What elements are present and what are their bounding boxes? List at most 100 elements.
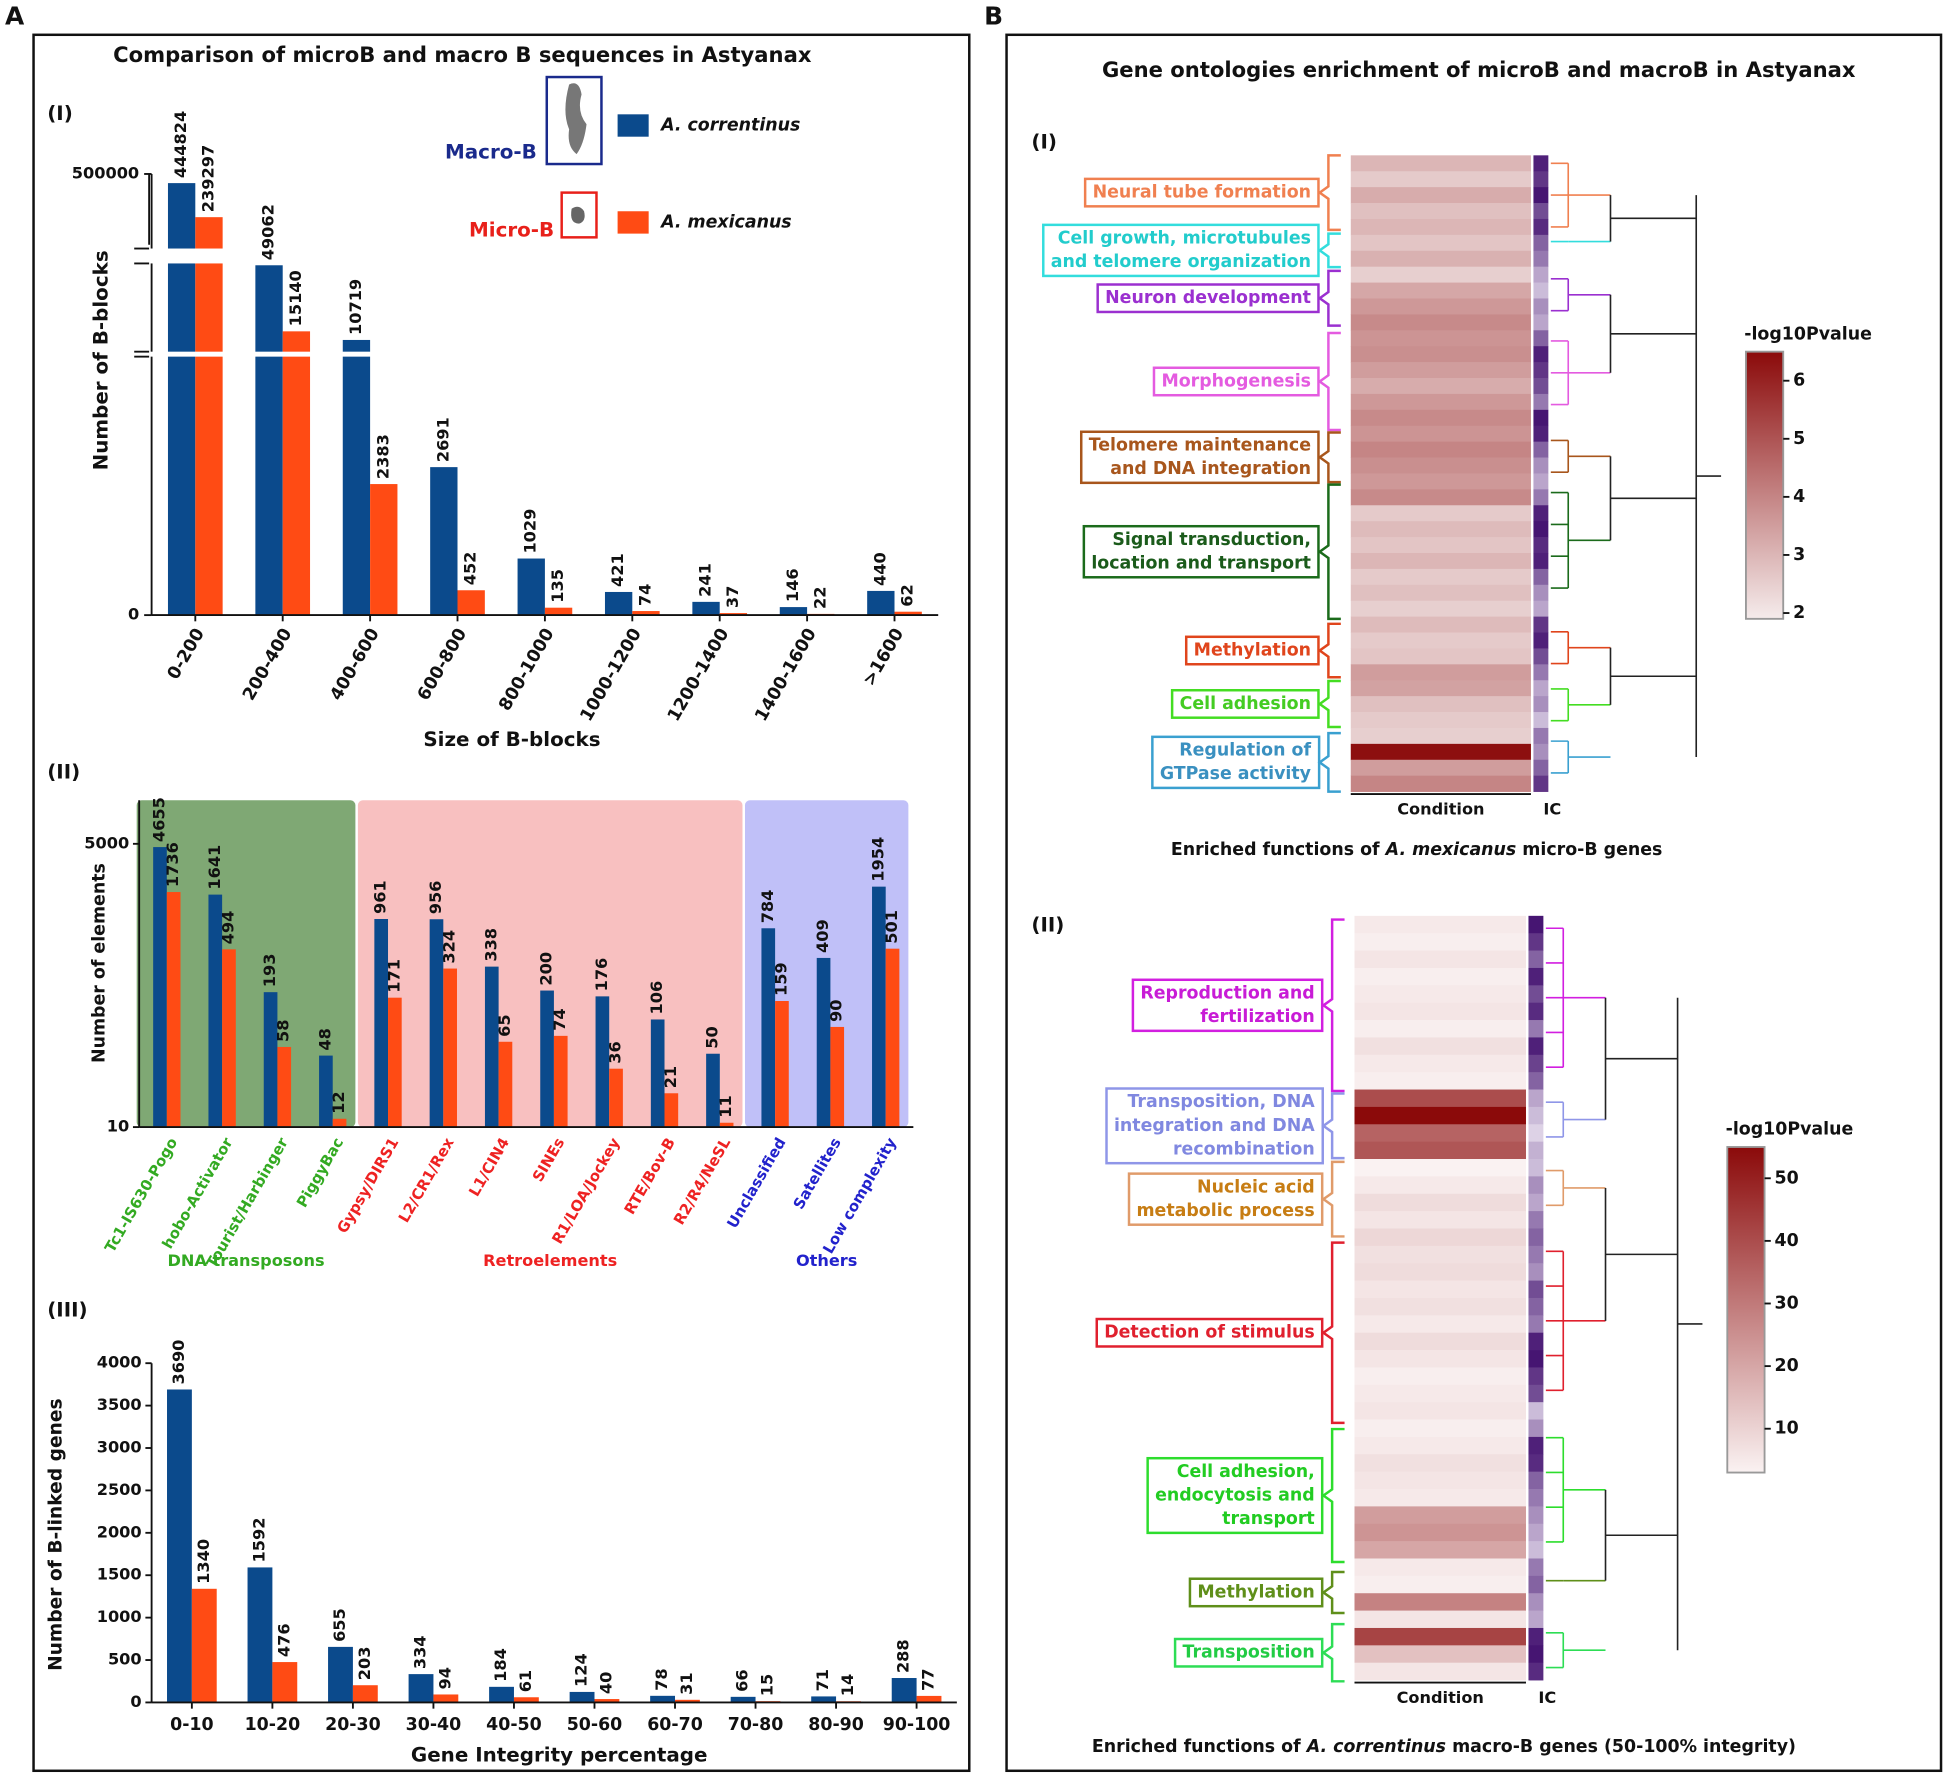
ic-cell bbox=[1528, 1315, 1544, 1334]
value-label: 956 bbox=[426, 881, 445, 915]
heatmap-cell bbox=[1354, 1610, 1526, 1629]
heatmap-cell bbox=[1354, 1245, 1526, 1264]
bar bbox=[650, 1695, 676, 1703]
y-axis-label: Number of elements bbox=[89, 863, 109, 1063]
ic-cell bbox=[1533, 203, 1549, 220]
x-tick-label: 0-10 bbox=[170, 1715, 213, 1735]
bar bbox=[553, 1035, 568, 1128]
heatmap-cell bbox=[1350, 680, 1531, 697]
ic-cell bbox=[1533, 568, 1549, 586]
cluster-box bbox=[1184, 635, 1320, 666]
heatmap-cell bbox=[1354, 985, 1526, 1004]
ic-cell bbox=[1533, 330, 1549, 347]
heatmap-cell bbox=[1350, 473, 1531, 490]
bar bbox=[540, 990, 554, 1128]
value-label: 135 bbox=[548, 569, 567, 603]
ic-cell bbox=[1528, 1020, 1544, 1038]
value-label: 58 bbox=[274, 1020, 293, 1042]
heatmap-cell bbox=[1350, 250, 1531, 268]
chromosome-image bbox=[571, 206, 585, 224]
bar bbox=[916, 1695, 942, 1703]
bar bbox=[775, 1000, 789, 1128]
heatmap-cell bbox=[1354, 1332, 1526, 1351]
ic-cell bbox=[1533, 155, 1549, 172]
caption: Enriched functions of A. mexicanus micro… bbox=[1171, 840, 1663, 860]
bar bbox=[208, 894, 223, 1128]
value-label: 36 bbox=[606, 1041, 625, 1063]
ic-cell bbox=[1528, 1645, 1544, 1664]
heatmap-cell bbox=[1350, 298, 1531, 315]
value-label: 74 bbox=[635, 584, 654, 606]
value-label: 338 bbox=[481, 928, 500, 962]
x-tick-label: 70-80 bbox=[728, 1715, 784, 1735]
value-label: 193 bbox=[260, 953, 279, 987]
value-label: 241 bbox=[696, 563, 715, 597]
y-tick-label: 5000 bbox=[84, 833, 129, 852]
value-label: 200 bbox=[537, 952, 556, 986]
heatmap-cell bbox=[1354, 1419, 1526, 1438]
caption: Enriched functions of A. correntinus mac… bbox=[1092, 1737, 1796, 1757]
ic-cell bbox=[1528, 1454, 1544, 1473]
value-label: 65 bbox=[495, 1014, 514, 1036]
cluster-label: Methylation bbox=[1197, 1582, 1314, 1602]
chart-title: Comparison of microB and macro B sequenc… bbox=[113, 42, 812, 67]
panel-label: (I) bbox=[1031, 130, 1057, 153]
value-label: 452 bbox=[461, 552, 480, 586]
value-label: 61 bbox=[516, 1670, 535, 1692]
y-tick-label: 500000 bbox=[72, 163, 139, 182]
heatmap-cell bbox=[1354, 1176, 1526, 1195]
heatmap-cell bbox=[1350, 266, 1531, 283]
heatmap-cell bbox=[1350, 505, 1531, 522]
ic-cell bbox=[1533, 346, 1549, 363]
y-axis-label: Number of B-blocks bbox=[89, 250, 112, 470]
value-label: 239297 bbox=[198, 145, 217, 212]
cluster-bracket bbox=[1321, 1092, 1345, 1160]
bar bbox=[604, 591, 633, 616]
cluster-label: Morphogenesis bbox=[1161, 371, 1311, 391]
ic-cell bbox=[1528, 1193, 1544, 1212]
heatmap-cell bbox=[1354, 1297, 1526, 1316]
panel-letter: B bbox=[984, 1, 1003, 30]
heatmap-cell bbox=[1350, 282, 1531, 299]
bar bbox=[632, 611, 660, 616]
heatmap-cell bbox=[1350, 568, 1531, 586]
bar bbox=[282, 331, 311, 616]
cluster-bracket bbox=[1317, 622, 1341, 679]
heatmap-cell bbox=[1354, 1193, 1526, 1212]
cluster-box bbox=[1173, 1637, 1324, 1668]
cluster-label-line: endocytosis and bbox=[1155, 1486, 1315, 1506]
x-tick-label: Unclassified bbox=[723, 1135, 789, 1232]
heatmap-cell bbox=[1354, 1384, 1526, 1403]
x-tick-label: 1000-1200 bbox=[577, 625, 646, 725]
ic-cell bbox=[1528, 1124, 1544, 1143]
colorbar-tick-label: 30 bbox=[1775, 1293, 1799, 1313]
heatmap-cell bbox=[1350, 521, 1531, 538]
cluster-label-line: fertilization bbox=[1200, 1007, 1314, 1027]
y-tick-label: 0 bbox=[130, 1692, 141, 1711]
cluster-bracket bbox=[1317, 431, 1341, 484]
ic-cell bbox=[1528, 1575, 1544, 1594]
bar bbox=[891, 1678, 917, 1703]
heatmap-cell bbox=[1354, 1489, 1526, 1507]
heatmap-cell bbox=[1354, 1367, 1526, 1386]
cluster-label: Cell adhesion bbox=[1180, 694, 1311, 714]
x-tick-label: 1200-1400 bbox=[664, 625, 733, 725]
heatmap-cell bbox=[1350, 187, 1531, 204]
heatmap-cell bbox=[1350, 330, 1531, 347]
ic-cell bbox=[1528, 1002, 1544, 1021]
heatmap-cell bbox=[1350, 727, 1531, 745]
ic-cell bbox=[1528, 1245, 1544, 1264]
legend-annotation: Macro-B bbox=[445, 140, 537, 163]
cluster-label: Regulation of GTPase activity bbox=[1160, 741, 1312, 785]
cluster-box bbox=[1188, 1577, 1324, 1608]
panel-label: (II) bbox=[1031, 913, 1064, 936]
ic-cell bbox=[1533, 648, 1549, 665]
value-label: 37 bbox=[723, 586, 742, 608]
cluster-box bbox=[1105, 1087, 1324, 1165]
bar bbox=[247, 1567, 273, 1703]
heatmap-cell bbox=[1350, 489, 1531, 506]
heatmap-cell bbox=[1350, 425, 1531, 443]
x-tick-label: 800-1000 bbox=[495, 625, 558, 715]
heatmap-cell bbox=[1354, 1662, 1526, 1681]
heatmap-cell bbox=[1354, 1280, 1526, 1299]
